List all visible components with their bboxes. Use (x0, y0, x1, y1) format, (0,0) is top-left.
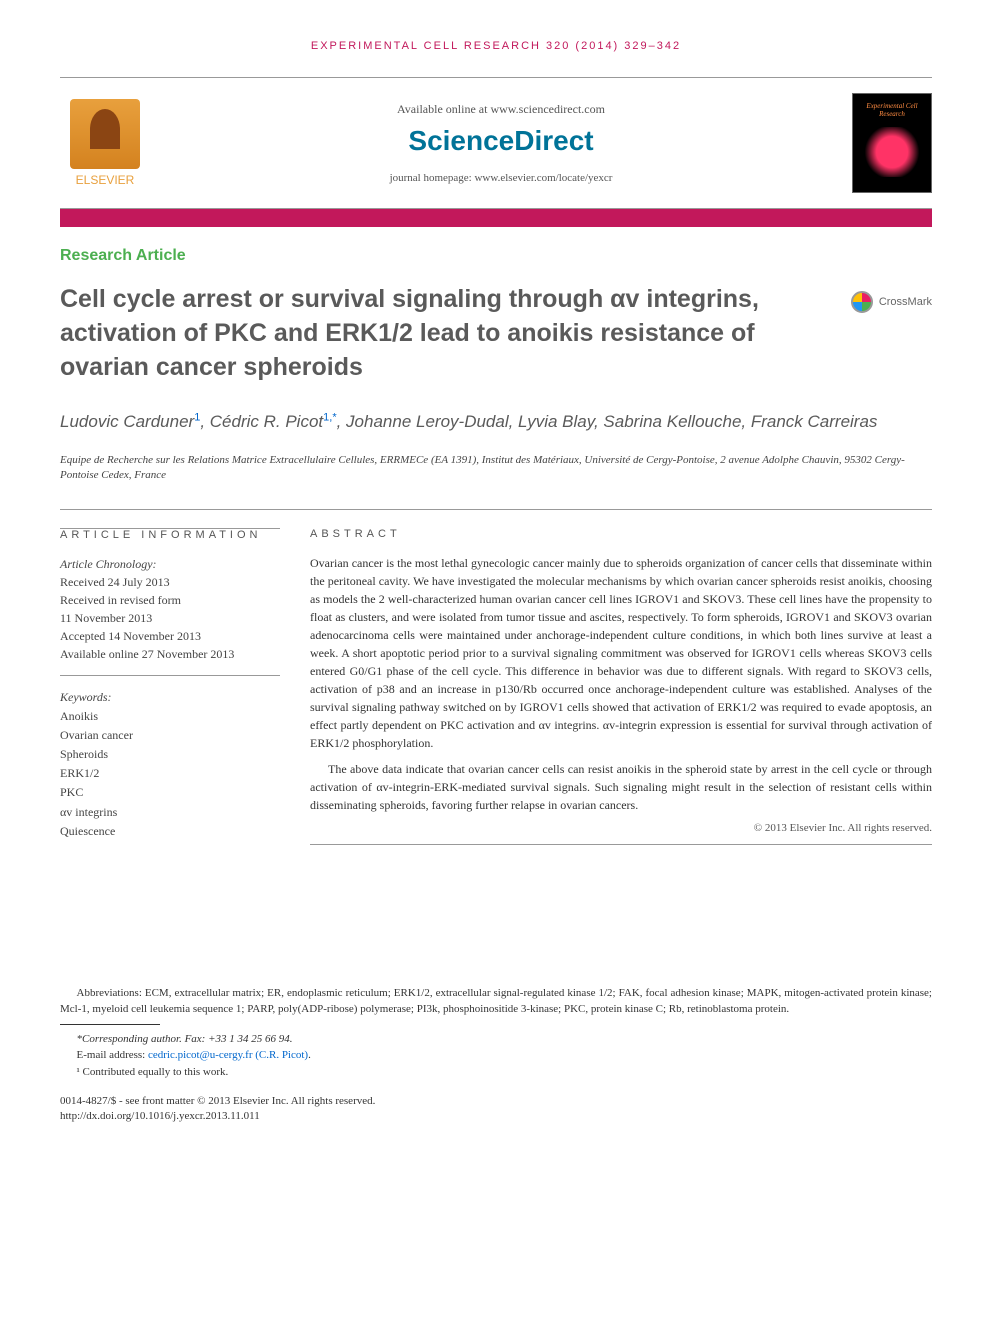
content-columns: ARTICLE INFORMATION Article Chronology: … (60, 509, 932, 845)
keyword-item: Ovarian cancer (60, 726, 280, 745)
abbreviations: Abbreviations: ECM, extracellular matrix… (60, 985, 932, 1018)
abstract-end-divider (310, 844, 932, 845)
abstract-p1: Ovarian cancer is the most lethal gyneco… (310, 554, 932, 752)
keyword-item: Quiescence (60, 822, 280, 841)
keyword-item: Spheroids (60, 745, 280, 764)
chronology-block: Article Chronology: Received 24 July 201… (60, 555, 280, 676)
journal-cover-title: Experimental Cell Research (857, 102, 927, 119)
crossmark-label: CrossMark (879, 296, 932, 308)
header-citation: EXPERIMENTAL CELL RESEARCH 320 (2014) 32… (60, 40, 932, 52)
revised-date: 11 November 2013 (60, 609, 280, 627)
issn-line: 0014-4827/$ - see front matter © 2013 El… (60, 1094, 932, 1109)
header-box: ELSEVIER Available online at www.science… (60, 77, 932, 209)
elsevier-logo[interactable]: ELSEVIER (60, 93, 150, 193)
email-label: E-mail address: (77, 1049, 148, 1061)
affiliation: Equipe de Recherche sur les Relations Ma… (60, 453, 932, 484)
authors: Ludovic Carduner1, Cédric R. Picot1,*, J… (60, 409, 932, 435)
keyword-item: PKC (60, 783, 280, 802)
sciencedirect-logo[interactable]: ScienceDirect (150, 125, 852, 157)
chronology-label: Article Chronology: (60, 555, 280, 573)
keywords-label: Keywords: (60, 688, 280, 707)
abstract-copyright: © 2013 Elsevier Inc. All rights reserved… (310, 822, 932, 834)
crossmark-badge[interactable]: CrossMark (851, 291, 932, 313)
contributed-note: ¹ Contributed equally to this work. (60, 1064, 932, 1081)
info-heading: ARTICLE INFORMATION (60, 529, 280, 541)
title-row: Cell cycle arrest or survival signaling … (60, 283, 932, 409)
article-type: Research Article (60, 247, 932, 265)
abstract-heading: ABSTRACT (310, 528, 932, 540)
received-date: Received 24 July 2013 (60, 573, 280, 591)
keyword-item: ERK1/2 (60, 764, 280, 783)
doi-line[interactable]: http://dx.doi.org/10.1016/j.yexcr.2013.1… (60, 1109, 932, 1124)
journal-cover[interactable]: Experimental Cell Research (852, 93, 932, 193)
elsevier-tree-icon (70, 99, 140, 169)
keyword-item: αv integrins (60, 803, 280, 822)
header-center: Available online at www.sciencedirect.co… (150, 102, 852, 184)
abstract-p2: The above data indicate that ovarian can… (310, 760, 932, 814)
accepted-date: Accepted 14 November 2013 (60, 627, 280, 645)
email-line: E-mail address: cedric.picot@u-cergy.fr … (60, 1047, 932, 1064)
email-link[interactable]: cedric.picot@u-cergy.fr (C.R. Picot) (148, 1049, 308, 1061)
abstract-column: ABSTRACT Ovarian cancer is the most leth… (310, 528, 932, 845)
abstract-text: Ovarian cancer is the most lethal gyneco… (310, 554, 932, 814)
elsevier-label: ELSEVIER (76, 173, 135, 187)
online-date: Available online 27 November 2013 (60, 645, 280, 663)
article-title: Cell cycle arrest or survival signaling … (60, 283, 821, 384)
keywords-block: Keywords: AnoikisOvarian cancerSpheroids… (60, 688, 280, 842)
footer-divider (60, 1024, 160, 1025)
journal-cover-image-icon (862, 127, 922, 177)
doi-section: 0014-4827/$ - see front matter © 2013 El… (60, 1094, 932, 1125)
article-info-column: ARTICLE INFORMATION Article Chronology: … (60, 528, 280, 845)
available-online-text: Available online at www.sciencedirect.co… (150, 102, 852, 117)
footer-section: Abbreviations: ECM, extracellular matrix… (60, 985, 932, 1081)
revised-label: Received in revised form (60, 591, 280, 609)
corresponding-author: *Corresponding author. Fax: +33 1 34 25 … (60, 1031, 932, 1048)
journal-homepage-text: journal homepage: www.elsevier.com/locat… (150, 172, 852, 184)
crossmark-icon (851, 291, 873, 313)
pink-divider-bar (60, 209, 932, 227)
keyword-item: Anoikis (60, 707, 280, 726)
